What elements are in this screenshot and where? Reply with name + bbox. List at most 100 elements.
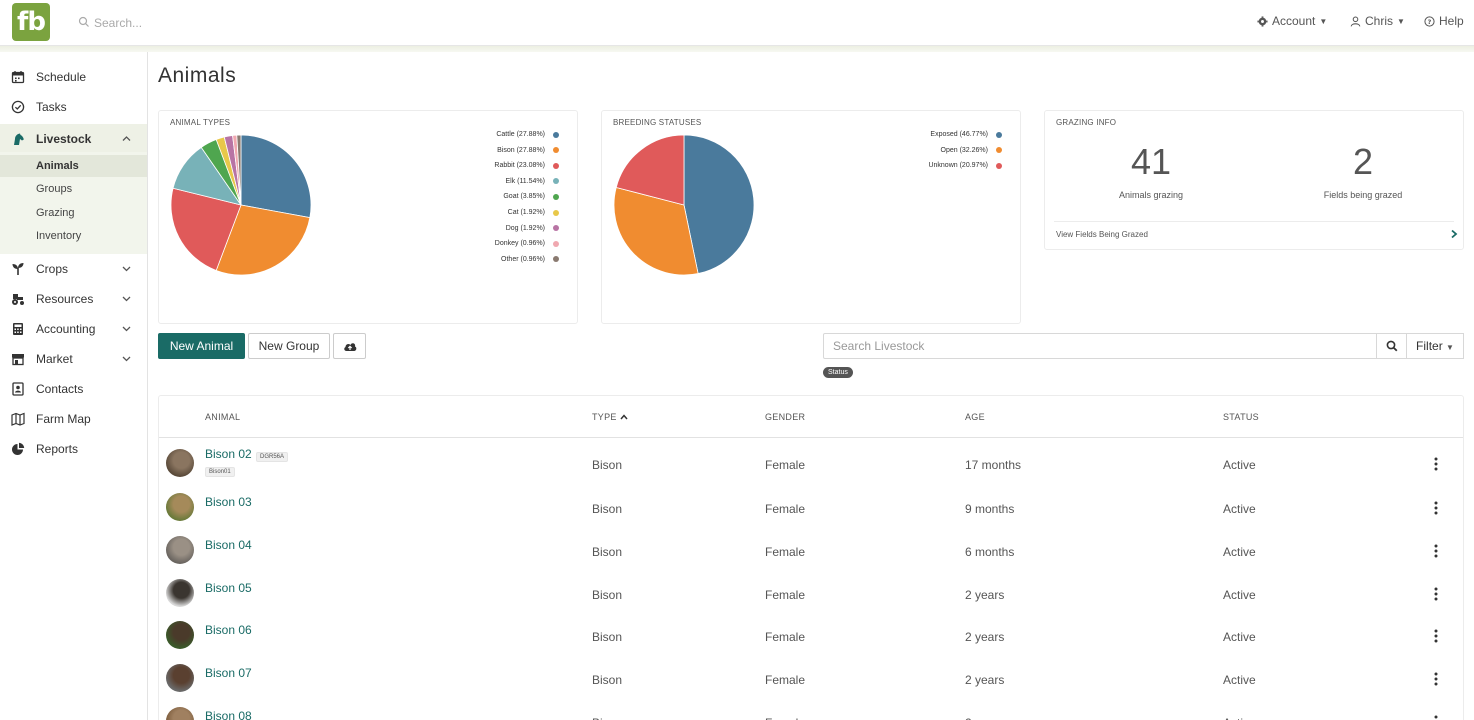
cell-status: Active bbox=[1223, 630, 1256, 644]
farmbrite-logo[interactable]: fb bbox=[12, 3, 50, 41]
legend-item[interactable]: Exposed (46.77%) bbox=[930, 131, 1002, 138]
legend-item[interactable]: Cat (1.92%) bbox=[508, 209, 559, 216]
avatar[interactable] bbox=[166, 621, 194, 649]
sidebar-item-reports[interactable]: Reports bbox=[0, 434, 147, 464]
more-options-icon[interactable] bbox=[1432, 715, 1440, 720]
animal-name-link[interactable]: Bison 06 bbox=[205, 623, 252, 637]
sidebar-item-livestock[interactable]: Livestock bbox=[0, 124, 147, 154]
legend-item[interactable]: Elk (11.54%) bbox=[505, 178, 559, 185]
legend-item[interactable]: Cattle (27.88%) bbox=[496, 131, 559, 138]
new-animal-button[interactable]: New Animal bbox=[158, 333, 245, 359]
cell-age: 2 years bbox=[965, 673, 1005, 687]
sidebar-item-contacts[interactable]: Contacts bbox=[0, 374, 147, 404]
account-menu[interactable]: Account ▼ bbox=[1257, 14, 1327, 28]
legend-label: Goat (3.85%) bbox=[503, 193, 545, 201]
legend-item[interactable]: Goat (3.85%) bbox=[503, 193, 559, 200]
sidebar-item-market[interactable]: Market bbox=[0, 344, 147, 374]
animal-name-link[interactable]: Bison 04 bbox=[205, 538, 252, 552]
search-button[interactable] bbox=[1376, 333, 1407, 359]
more-options-icon[interactable] bbox=[1432, 501, 1440, 515]
column-header-status[interactable]: Status bbox=[1223, 412, 1259, 422]
avatar[interactable] bbox=[166, 664, 194, 692]
legend-label: Rabbit (23.08%) bbox=[494, 162, 545, 170]
sidebar-subitem-animals[interactable]: Animals bbox=[0, 155, 147, 177]
sidebar-subitem-inventory[interactable]: Inventory bbox=[36, 230, 82, 242]
legend-label: Cattle (27.88%) bbox=[496, 131, 545, 138]
filter-label: Filter bbox=[1416, 339, 1443, 353]
more-options-icon[interactable] bbox=[1432, 457, 1440, 471]
cell-type: Bison bbox=[592, 673, 623, 687]
animal-name-link[interactable]: Bison 03 bbox=[205, 495, 252, 509]
user-menu[interactable]: Chris ▼ bbox=[1350, 14, 1405, 28]
sidebar-subitem-grazing[interactable]: Grazing bbox=[36, 207, 75, 219]
pie-slice-exposed[interactable] bbox=[683, 134, 755, 275]
legend-item[interactable]: Open (32.26%) bbox=[941, 147, 1002, 154]
legend-label: Other (0.96%) bbox=[501, 255, 545, 263]
legend-swatch bbox=[996, 147, 1002, 154]
animal-name-link[interactable]: Bison 02 bbox=[205, 447, 252, 461]
avatar[interactable] bbox=[166, 579, 194, 607]
sidebar-item-label: Tasks bbox=[36, 100, 67, 114]
breeding-statuses-legend: Exposed (46.77%) Open (32.26%) Unknown (20… bbox=[852, 131, 1002, 191]
pie-slice-bison[interactable] bbox=[215, 204, 311, 276]
legend-item[interactable]: Unknown (20.97%) bbox=[928, 162, 1002, 169]
table-row[interactable]: Bison 07 Bison Female 2 years Active bbox=[159, 657, 1463, 700]
legend-item[interactable]: Bison (27.88%) bbox=[497, 147, 559, 154]
legend-item[interactable]: Rabbit (23.08%) bbox=[494, 162, 559, 169]
cell-status: Active bbox=[1223, 673, 1256, 687]
sidebar-subitem-groups[interactable]: Groups bbox=[36, 183, 73, 195]
animal-name-link[interactable]: Bison 07 bbox=[205, 666, 252, 680]
column-header-gender[interactable]: Gender bbox=[765, 412, 806, 422]
legend-item[interactable]: Donkey (0.96%) bbox=[495, 240, 559, 247]
avatar[interactable] bbox=[166, 707, 194, 720]
pie-slice-open[interactable] bbox=[613, 186, 699, 276]
status-filter-chip[interactable]: Status bbox=[823, 367, 853, 378]
pie-slice-unknown[interactable] bbox=[615, 134, 685, 206]
animal-name-link[interactable]: Bison 08 bbox=[205, 709, 252, 720]
sidebar-item-label: Reports bbox=[36, 442, 79, 456]
sidebar-item-farm-map[interactable]: Farm Map bbox=[0, 404, 147, 434]
column-header-animal[interactable]: Animal bbox=[205, 412, 241, 422]
sidebar-item-resources[interactable]: Resources bbox=[0, 284, 147, 314]
pie-slice-rabbit[interactable] bbox=[170, 187, 242, 271]
sidebar-item-label: Contacts bbox=[36, 382, 84, 396]
filter-dropdown[interactable]: Filter ▼ bbox=[1406, 333, 1464, 359]
global-search-input[interactable] bbox=[78, 14, 338, 32]
table-row[interactable]: Bison 03 Bison Female 9 months Active bbox=[159, 486, 1463, 529]
table-row[interactable]: Bison 04 Bison Female 6 months Active bbox=[159, 529, 1463, 572]
column-header-type[interactable]: Type bbox=[592, 412, 628, 422]
livestock-submenu: Animals Groups Grazing Inventory bbox=[0, 152, 147, 254]
search-icon bbox=[1386, 340, 1397, 352]
more-options-icon[interactable] bbox=[1432, 672, 1440, 686]
help-link[interactable]: ? Help bbox=[1424, 14, 1464, 28]
column-header-age[interactable]: Age bbox=[965, 412, 985, 422]
legend-item[interactable]: Other (0.96%) bbox=[501, 256, 559, 263]
animal-name-link[interactable]: Bison 05 bbox=[205, 581, 252, 595]
pie-slice-cattle[interactable] bbox=[240, 134, 312, 219]
pie-slice-other[interactable] bbox=[236, 134, 242, 206]
chevron-right-icon[interactable] bbox=[1449, 229, 1459, 239]
more-options-icon[interactable] bbox=[1432, 544, 1440, 558]
table-row[interactable]: Bison 06 Bison Female 2 years Active bbox=[159, 614, 1463, 657]
avatar[interactable] bbox=[166, 536, 194, 564]
avatar[interactable] bbox=[166, 493, 194, 521]
search-livestock-input[interactable] bbox=[823, 333, 1377, 359]
table-row[interactable]: Bison 02 DGR56A Bison01 Bison Female 17 … bbox=[159, 442, 1463, 485]
table-row[interactable]: Bison 05 Bison Female 2 years Active bbox=[159, 572, 1463, 615]
sidebar-item-accounting[interactable]: Accounting bbox=[0, 314, 147, 344]
table-header: Animal Type Gender Age Status bbox=[159, 396, 1463, 438]
more-options-icon[interactable] bbox=[1432, 587, 1440, 601]
sidebar-item-schedule[interactable]: Schedule bbox=[0, 62, 147, 92]
import-button[interactable] bbox=[333, 333, 366, 359]
cell-type: Bison bbox=[592, 458, 623, 472]
avatar[interactable] bbox=[166, 449, 194, 477]
sidebar-item-crops[interactable]: Crops bbox=[0, 254, 147, 284]
sidebar-item-tasks[interactable]: Tasks bbox=[0, 92, 147, 122]
more-options-icon[interactable] bbox=[1432, 629, 1440, 643]
view-fields-grazed-link[interactable]: View Fields Being Grazed bbox=[1056, 230, 1148, 239]
header-divider bbox=[0, 46, 1474, 52]
legend-swatch bbox=[553, 193, 559, 200]
legend-item[interactable]: Dog (1.92%) bbox=[506, 225, 559, 232]
new-group-button[interactable]: New Group bbox=[248, 333, 330, 359]
table-row[interactable]: Bison 08 Bison Female 2 years Active bbox=[159, 700, 1463, 720]
